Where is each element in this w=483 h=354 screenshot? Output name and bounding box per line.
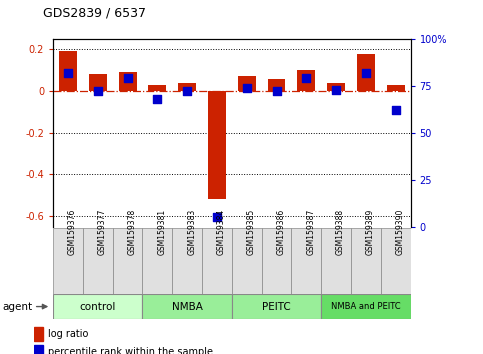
Bar (83, 228, 113, 294)
Bar (119, 72, 137, 91)
Text: GSM159385: GSM159385 (247, 209, 256, 255)
Bar (142, 294, 232, 319)
Bar (321, 228, 351, 294)
Bar (238, 76, 256, 91)
Text: GSM159377: GSM159377 (98, 209, 107, 256)
Text: GSM159387: GSM159387 (306, 209, 315, 255)
Text: GSM159389: GSM159389 (366, 209, 375, 255)
Text: NMBA: NMBA (172, 302, 202, 312)
Text: GSM159390: GSM159390 (396, 209, 405, 256)
Text: agent: agent (2, 302, 32, 312)
Bar (202, 228, 232, 294)
Point (302, 75, 310, 81)
Bar (321, 294, 411, 319)
Point (213, 214, 221, 220)
Bar (148, 85, 166, 91)
Bar (53, 294, 142, 319)
Bar (53, 228, 83, 294)
Point (332, 87, 340, 92)
Point (154, 96, 161, 102)
Bar (172, 228, 202, 294)
Bar (113, 228, 142, 294)
Text: percentile rank within the sample: percentile rank within the sample (48, 347, 213, 354)
Bar (208, 91, 226, 199)
Bar (291, 228, 321, 294)
Text: GSM159376: GSM159376 (68, 209, 77, 256)
Text: GDS2839 / 6537: GDS2839 / 6537 (43, 6, 146, 19)
Bar (357, 53, 375, 91)
Point (64, 70, 72, 75)
Bar (268, 79, 285, 91)
Text: GSM159386: GSM159386 (277, 209, 285, 255)
Bar (142, 228, 172, 294)
Point (243, 85, 251, 91)
Text: NMBA and PEITC: NMBA and PEITC (331, 302, 401, 311)
Bar (232, 228, 262, 294)
Bar (178, 83, 196, 91)
Text: GSM159381: GSM159381 (157, 209, 166, 255)
Bar (232, 294, 321, 319)
Bar (59, 51, 77, 91)
Point (392, 107, 399, 113)
Text: log ratio: log ratio (48, 329, 88, 339)
Bar (351, 228, 381, 294)
Bar (381, 228, 411, 294)
Text: GSM159388: GSM159388 (336, 209, 345, 255)
Point (184, 88, 191, 94)
Point (94, 88, 102, 94)
Bar (387, 85, 405, 91)
Bar (34, 345, 43, 354)
Text: GSM159378: GSM159378 (128, 209, 137, 255)
Bar (327, 83, 345, 91)
Bar (34, 327, 43, 341)
Text: GSM159383: GSM159383 (187, 209, 196, 255)
Point (362, 70, 370, 75)
Bar (89, 74, 107, 91)
Point (124, 75, 131, 81)
Text: control: control (80, 302, 116, 312)
Point (273, 88, 281, 94)
Bar (262, 228, 291, 294)
Bar (298, 70, 315, 91)
Text: PEITC: PEITC (262, 302, 291, 312)
Text: GSM159384: GSM159384 (217, 209, 226, 255)
